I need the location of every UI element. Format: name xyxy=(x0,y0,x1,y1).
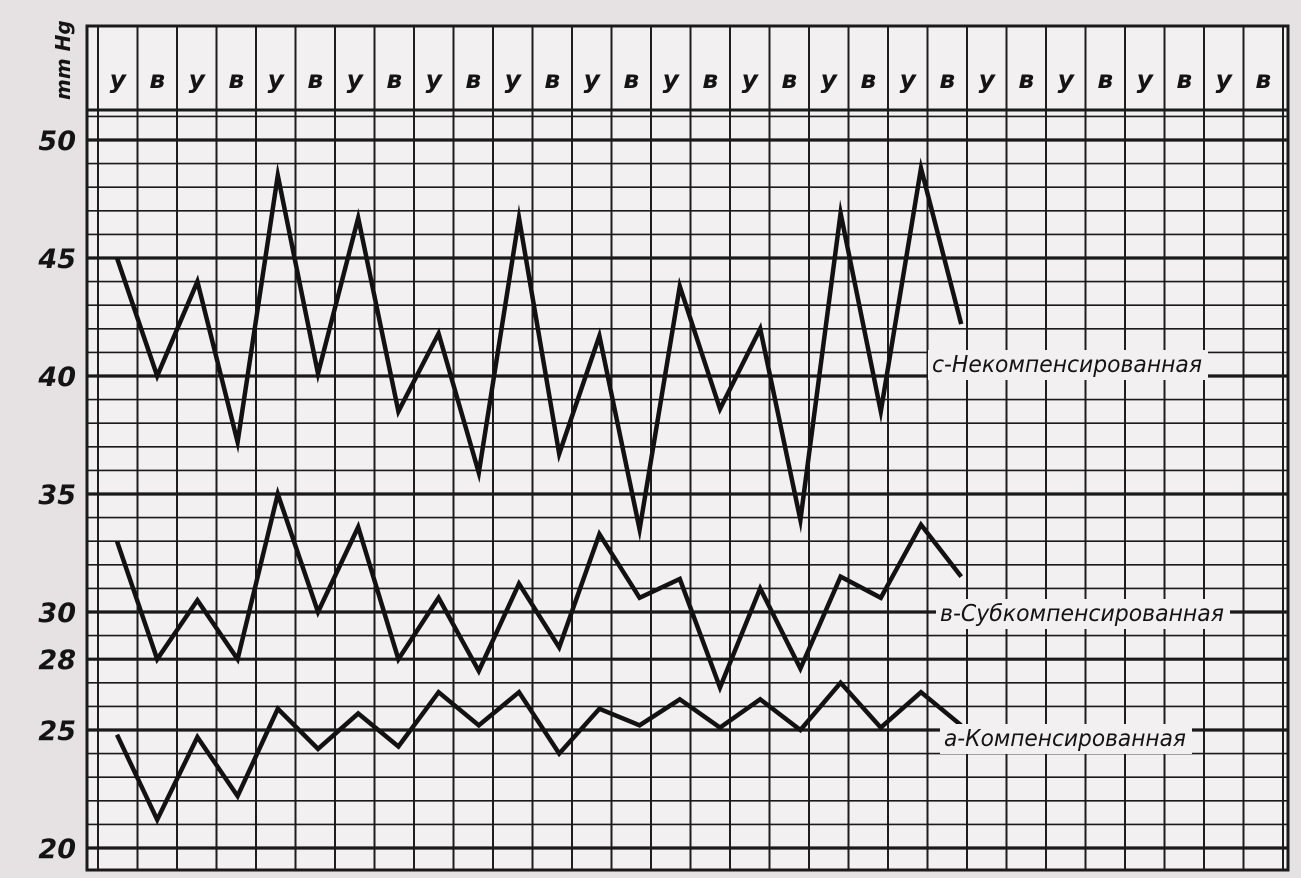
x-tick-label: у xyxy=(426,65,444,94)
x-tick-label: у xyxy=(268,65,286,94)
series-label-bg xyxy=(936,599,1230,629)
y-tick-label: 50 xyxy=(38,126,76,157)
y-tick-label: 30 xyxy=(38,598,76,629)
x-tick-label: у xyxy=(189,65,207,94)
series-label-3: а-Компенсированная xyxy=(944,726,1186,752)
x-tick-label: в xyxy=(1097,65,1113,94)
y-tick-label: 35 xyxy=(38,480,76,511)
y-tick-label: 45 xyxy=(37,244,76,275)
x-tick-label: в xyxy=(465,65,481,94)
x-tick-label: у xyxy=(821,65,839,94)
x-tick-label: у xyxy=(1216,65,1234,94)
x-tick-label: в xyxy=(781,65,797,94)
x-tick-label: у xyxy=(742,65,760,94)
x-tick-label: у xyxy=(663,65,681,94)
chart-grid xyxy=(85,24,1290,872)
x-tick-label: в xyxy=(1176,65,1192,94)
plot-border xyxy=(85,24,1290,872)
series-label-bg xyxy=(940,724,1192,754)
x-tick-label: у xyxy=(979,65,997,94)
x-tick-label: в xyxy=(307,65,323,94)
series-label-1: с-Некомпенсированная xyxy=(932,352,1202,378)
y-tick-label: 25 xyxy=(38,716,76,747)
x-tick-label: в xyxy=(228,65,244,94)
x-tick-label: в xyxy=(702,65,718,94)
series-label-bg xyxy=(928,350,1208,380)
x-tick-label: в xyxy=(544,65,560,94)
series-labels: с-Некомпенсированная в-Субкомпенсированна… xyxy=(928,350,1230,754)
x-tick-label: в xyxy=(623,65,639,94)
x-tick-label: у xyxy=(1058,65,1076,94)
x-tick-label: в xyxy=(386,65,402,94)
series-line-3 xyxy=(114,679,963,825)
x-tick-label: у xyxy=(584,65,602,94)
x-tick-label: в xyxy=(860,65,876,94)
y-tick-label: 40 xyxy=(37,362,76,393)
x-tick-label: у xyxy=(347,65,365,94)
x-tick-label: у xyxy=(110,65,128,94)
x-tick-label: в xyxy=(149,65,165,94)
x-tick-label: у xyxy=(900,65,918,94)
x-tick-label: у xyxy=(505,65,523,94)
y-tick-label: 20 xyxy=(38,834,76,865)
series-group xyxy=(114,157,964,825)
y-tick-label: 28 xyxy=(38,645,76,676)
x-tick-label: в xyxy=(1018,65,1034,94)
x-tick-label: в xyxy=(939,65,955,94)
y-axis-unit: mm Hg xyxy=(51,20,75,100)
x-tick-label: в xyxy=(1255,65,1271,94)
series-line-2 xyxy=(114,485,963,694)
series-label-2: в-Субкомпенсированная xyxy=(940,601,1224,627)
x-tick-label: у xyxy=(1137,65,1155,94)
series-line-1 xyxy=(114,157,964,542)
y-axis: 50 45 40 35 30 28 25 20 mm Hg xyxy=(37,20,76,865)
